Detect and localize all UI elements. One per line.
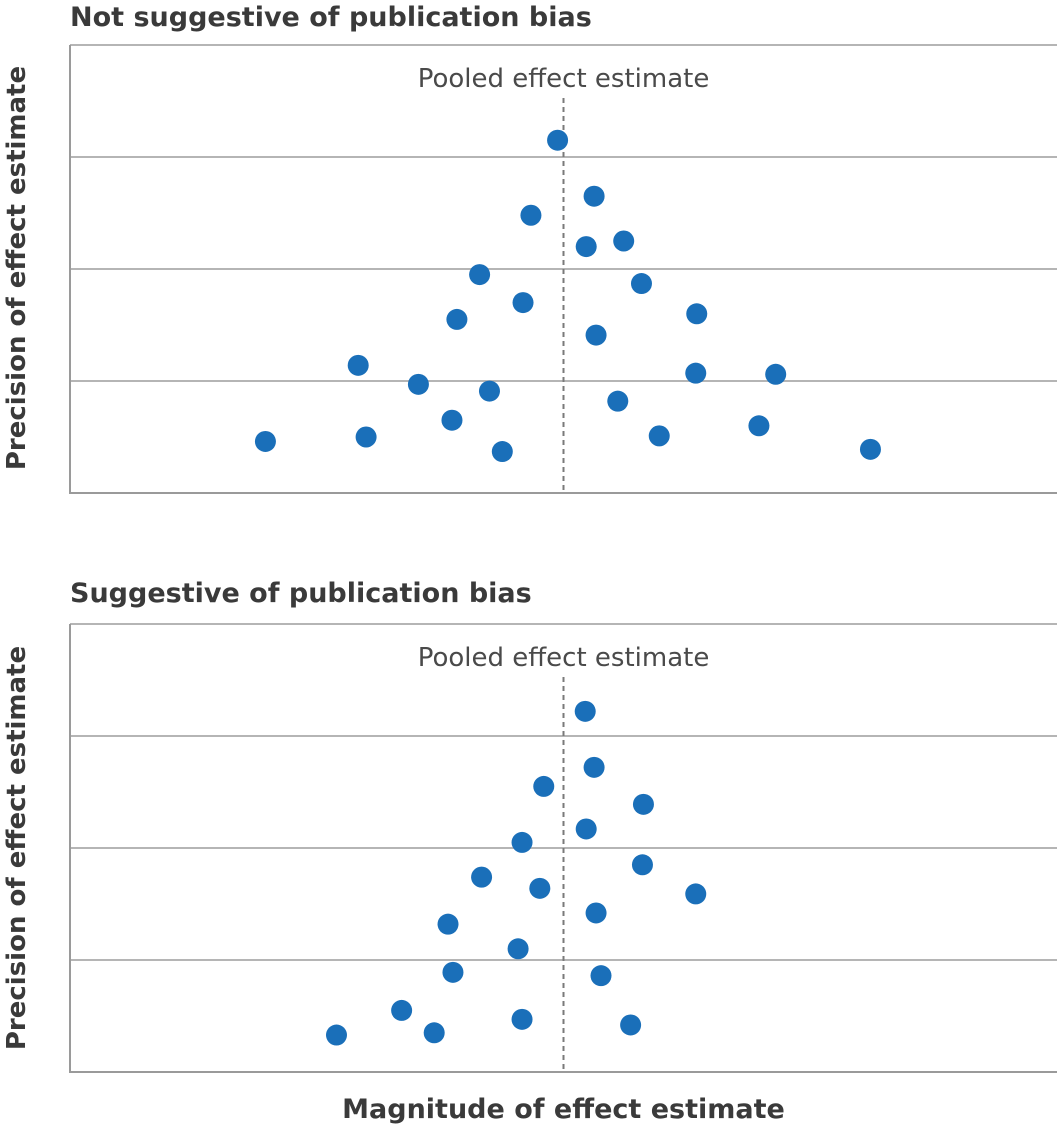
data-point (585, 324, 607, 346)
funnel-plot-top: Pooled effect estimate (69, 44, 1057, 494)
data-point (547, 129, 569, 151)
data-point (613, 230, 635, 252)
data-point (478, 380, 500, 402)
data-point (575, 236, 597, 258)
data-point (859, 438, 881, 460)
data-point (632, 793, 654, 815)
data-point (529, 877, 551, 899)
data-point (511, 831, 533, 853)
data-point (685, 883, 707, 905)
data-point (590, 965, 612, 987)
data-point (520, 204, 542, 226)
funnel-plot-bottom: Pooled effect estimate (69, 623, 1057, 1073)
data-point (607, 390, 629, 412)
x-axis-label: Magnitude of effect estimate (342, 1094, 785, 1125)
data-point (507, 938, 529, 960)
data-point (391, 999, 413, 1021)
data-point (533, 775, 555, 797)
data-point (631, 854, 653, 876)
data-point (491, 441, 513, 463)
data-point (423, 1022, 445, 1044)
data-point (254, 430, 276, 452)
data-point (442, 961, 464, 983)
data-point (574, 700, 596, 722)
panel-title-bottom: Suggestive of publication bias (70, 578, 532, 609)
data-point (686, 303, 708, 325)
data-point (583, 756, 605, 778)
data-point (512, 292, 534, 314)
data-point (583, 185, 605, 207)
panel-title-top: Not suggestive of publication bias (70, 2, 592, 33)
data-point (469, 264, 491, 286)
data-point (437, 913, 459, 935)
data-point (575, 818, 597, 840)
data-point (407, 373, 429, 395)
data-point (471, 866, 493, 888)
pooled-effect-label: Pooled effect estimate (418, 643, 710, 673)
data-point (347, 354, 369, 376)
data-point (355, 426, 377, 448)
data-point (630, 273, 652, 295)
data-point (648, 425, 670, 447)
data-point (441, 409, 463, 431)
data-point (620, 1014, 642, 1036)
data-point (748, 415, 770, 437)
data-point (685, 362, 707, 384)
data-point (765, 363, 787, 385)
data-point (585, 902, 607, 924)
pooled-effect-label: Pooled effect estimate (418, 64, 710, 94)
data-point (325, 1024, 347, 1046)
data-point (511, 1008, 533, 1030)
data-point (446, 308, 468, 330)
